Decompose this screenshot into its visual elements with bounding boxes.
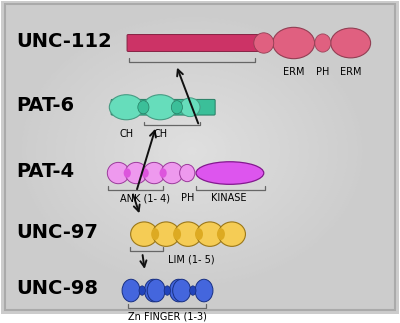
Circle shape: [41, 33, 343, 270]
Ellipse shape: [173, 228, 181, 240]
Text: ERM: ERM: [283, 68, 304, 78]
Text: ERM: ERM: [340, 68, 362, 78]
Ellipse shape: [138, 101, 149, 114]
Circle shape: [85, 67, 299, 235]
Ellipse shape: [218, 222, 246, 246]
Text: PAT-6: PAT-6: [17, 96, 75, 115]
Circle shape: [12, 10, 372, 293]
Ellipse shape: [151, 228, 159, 240]
Circle shape: [70, 56, 314, 247]
Ellipse shape: [174, 222, 202, 246]
Circle shape: [153, 120, 231, 182]
Circle shape: [95, 75, 289, 228]
Text: PH: PH: [180, 193, 194, 203]
Circle shape: [66, 52, 318, 251]
Circle shape: [172, 136, 212, 166]
Text: CH: CH: [153, 129, 167, 139]
Circle shape: [51, 40, 333, 262]
Text: Zn FINGER (1-3): Zn FINGER (1-3): [128, 312, 207, 322]
Ellipse shape: [142, 168, 149, 178]
Circle shape: [80, 63, 304, 239]
Circle shape: [134, 105, 250, 197]
Text: UNC-98: UNC-98: [17, 279, 99, 298]
Circle shape: [61, 48, 323, 254]
Ellipse shape: [315, 34, 331, 52]
Ellipse shape: [196, 222, 224, 246]
Ellipse shape: [152, 222, 180, 246]
Ellipse shape: [170, 279, 188, 302]
Circle shape: [0, 0, 400, 316]
Circle shape: [100, 78, 284, 224]
Circle shape: [124, 98, 260, 205]
Ellipse shape: [273, 27, 315, 59]
FancyBboxPatch shape: [111, 99, 215, 115]
Text: ANK (1- 4): ANK (1- 4): [120, 193, 170, 203]
Ellipse shape: [144, 279, 162, 302]
Circle shape: [90, 71, 294, 231]
Ellipse shape: [125, 162, 147, 184]
Ellipse shape: [196, 162, 264, 184]
Circle shape: [182, 143, 202, 159]
Circle shape: [56, 44, 328, 258]
Circle shape: [129, 101, 255, 201]
Ellipse shape: [195, 279, 213, 302]
Text: LIM (1- 5): LIM (1- 5): [168, 255, 214, 265]
Ellipse shape: [195, 228, 203, 240]
Circle shape: [0, 0, 392, 308]
Ellipse shape: [331, 28, 371, 58]
Circle shape: [109, 86, 275, 216]
Ellipse shape: [161, 162, 183, 184]
Circle shape: [27, 21, 358, 281]
Circle shape: [187, 147, 197, 155]
Text: UNC-112: UNC-112: [17, 32, 112, 51]
Circle shape: [0, 0, 387, 304]
Ellipse shape: [143, 95, 177, 120]
Circle shape: [32, 25, 352, 277]
Circle shape: [119, 94, 265, 208]
Circle shape: [114, 90, 270, 212]
Circle shape: [7, 6, 377, 297]
Text: CH: CH: [119, 129, 133, 139]
Ellipse shape: [217, 228, 225, 240]
Circle shape: [158, 124, 226, 178]
Circle shape: [178, 140, 207, 162]
Circle shape: [0, 0, 396, 312]
Circle shape: [36, 29, 348, 274]
Ellipse shape: [173, 279, 191, 302]
Ellipse shape: [109, 95, 143, 120]
Ellipse shape: [180, 98, 200, 117]
Circle shape: [2, 2, 382, 300]
Circle shape: [46, 36, 338, 266]
Ellipse shape: [124, 168, 131, 178]
Ellipse shape: [164, 286, 170, 295]
Ellipse shape: [143, 162, 165, 184]
Circle shape: [148, 117, 236, 185]
Text: PH: PH: [316, 68, 330, 78]
Ellipse shape: [107, 162, 129, 184]
Circle shape: [168, 132, 216, 170]
Ellipse shape: [160, 168, 167, 178]
Circle shape: [17, 14, 367, 289]
Text: UNC-97: UNC-97: [17, 223, 98, 242]
Ellipse shape: [171, 101, 182, 114]
Circle shape: [75, 59, 309, 243]
Ellipse shape: [147, 279, 165, 302]
Ellipse shape: [254, 33, 274, 53]
FancyBboxPatch shape: [127, 35, 265, 51]
Text: KINASE: KINASE: [211, 193, 246, 203]
Circle shape: [143, 113, 241, 189]
Circle shape: [104, 82, 280, 220]
